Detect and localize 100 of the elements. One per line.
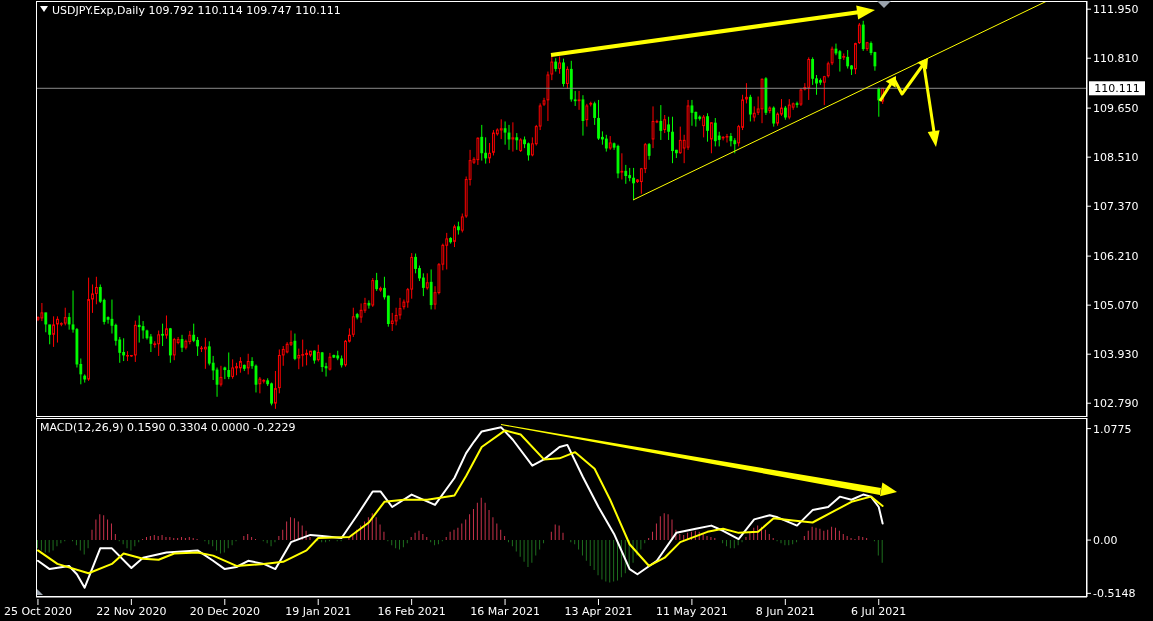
candlestick bbox=[857, 22, 861, 45]
y-tick-label: -0.5148 bbox=[1093, 587, 1136, 601]
candlestick bbox=[40, 302, 44, 322]
candlestick bbox=[795, 101, 799, 109]
candlestick bbox=[484, 136, 488, 165]
candlestick bbox=[44, 312, 48, 333]
candlestick bbox=[56, 315, 59, 344]
candlestick bbox=[180, 334, 184, 353]
candlestick bbox=[445, 232, 449, 270]
candlestick bbox=[52, 315, 55, 348]
candlestick bbox=[165, 314, 168, 340]
y-tick-label: 106.210 bbox=[1093, 250, 1139, 264]
candlestick bbox=[161, 323, 164, 347]
candlestick bbox=[258, 376, 262, 394]
candlestick bbox=[375, 272, 379, 292]
x-tick-label: 19 Jan 2021 bbox=[285, 605, 352, 618]
candlestick bbox=[227, 351, 231, 380]
y-tick-label: 0.00 bbox=[1093, 534, 1118, 547]
candlestick bbox=[577, 90, 581, 111]
candlestick bbox=[390, 312, 394, 332]
y-tick-label: 110.810 bbox=[1093, 52, 1139, 66]
candlestick bbox=[246, 353, 250, 375]
candlestick bbox=[713, 117, 717, 147]
candlestick bbox=[702, 114, 706, 138]
candlestick bbox=[215, 367, 219, 398]
x-tick-label: 16 Mar 2021 bbox=[470, 605, 540, 618]
candlestick bbox=[772, 105, 776, 128]
candlestick bbox=[499, 118, 503, 140]
y-tick-label: 108.510 bbox=[1093, 151, 1139, 165]
candlestick bbox=[822, 75, 826, 106]
y-tick-label: 102.790 bbox=[1093, 397, 1139, 411]
candlestick bbox=[421, 272, 425, 297]
y-tick-label: 103.930 bbox=[1093, 348, 1139, 362]
chart-title: USDJPY.Exp,Daily 109.792 110.114 109.747 110.111 bbox=[52, 4, 341, 17]
candlestick bbox=[219, 365, 223, 387]
candlestick bbox=[141, 320, 145, 340]
candlestick bbox=[297, 348, 301, 370]
candlestick bbox=[344, 339, 347, 368]
candlestick bbox=[157, 330, 161, 357]
x-tick-label: 25 Oct 2020 bbox=[3, 605, 72, 618]
candlestick bbox=[274, 370, 277, 410]
candlestick bbox=[565, 65, 569, 90]
x-tick-label: 6 Jul 2021 bbox=[851, 605, 907, 618]
candlestick bbox=[861, 20, 865, 52]
candlestick bbox=[667, 116, 670, 141]
candlestick bbox=[488, 142, 491, 164]
y-tick-label: 1.0775 bbox=[1093, 422, 1132, 436]
candlestick bbox=[787, 98, 791, 120]
candlestick bbox=[877, 86, 881, 118]
candlestick bbox=[301, 339, 305, 368]
candlestick bbox=[748, 94, 752, 122]
candlestick bbox=[196, 336, 199, 357]
y-tick-label: 111.950 bbox=[1093, 3, 1139, 17]
candlestick bbox=[581, 94, 585, 137]
candlestick bbox=[149, 333, 153, 353]
candlestick bbox=[94, 276, 98, 305]
candlestick bbox=[651, 105, 655, 149]
candlestick bbox=[476, 136, 480, 166]
chart-title: MACD(12,26,9) 0.1590 0.3304 0.0000 -0.2229 bbox=[40, 421, 296, 434]
candlestick bbox=[137, 314, 141, 344]
candlestick bbox=[293, 333, 297, 361]
candlestick bbox=[585, 103, 589, 128]
y-tick-label: 107.370 bbox=[1093, 200, 1139, 214]
candlestick bbox=[480, 124, 484, 162]
candlestick bbox=[620, 152, 624, 181]
candlestick bbox=[511, 121, 515, 153]
candlestick bbox=[663, 114, 667, 134]
x-tick-label: 22 Nov 2020 bbox=[96, 605, 167, 618]
candlestick bbox=[562, 58, 565, 88]
candlestick bbox=[632, 167, 635, 201]
candlestick bbox=[706, 112, 709, 143]
candlestick bbox=[690, 99, 694, 127]
candlestick bbox=[122, 337, 126, 362]
ref-line-label: 110.111 bbox=[1094, 82, 1140, 96]
candlestick bbox=[453, 224, 456, 248]
candlestick bbox=[172, 337, 176, 361]
candlestick bbox=[659, 104, 663, 141]
candlestick bbox=[710, 121, 713, 154]
x-tick-label: 16 Feb 2021 bbox=[377, 605, 446, 618]
candlestick bbox=[492, 129, 495, 156]
candlestick bbox=[367, 299, 371, 310]
candlestick bbox=[678, 126, 682, 155]
candlestick bbox=[597, 99, 600, 141]
candlestick bbox=[729, 132, 733, 147]
x-tick-label: 20 Dec 2020 bbox=[189, 605, 260, 618]
y-tick-label: 109.650 bbox=[1093, 102, 1139, 116]
candlestick bbox=[429, 268, 433, 310]
candlestick bbox=[192, 323, 196, 343]
candlestick bbox=[624, 164, 628, 185]
candlestick bbox=[503, 120, 507, 146]
candlestick bbox=[351, 307, 355, 338]
candlestick bbox=[811, 56, 815, 86]
candlestick bbox=[507, 124, 511, 151]
candlestick bbox=[721, 135, 725, 141]
x-tick-label: 11 May 2021 bbox=[656, 605, 728, 618]
candlestick bbox=[320, 351, 324, 373]
candlestick bbox=[725, 133, 729, 144]
candlestick bbox=[593, 101, 597, 126]
x-tick-label: 8 Jun 2021 bbox=[755, 605, 815, 618]
candlestick bbox=[359, 302, 363, 324]
